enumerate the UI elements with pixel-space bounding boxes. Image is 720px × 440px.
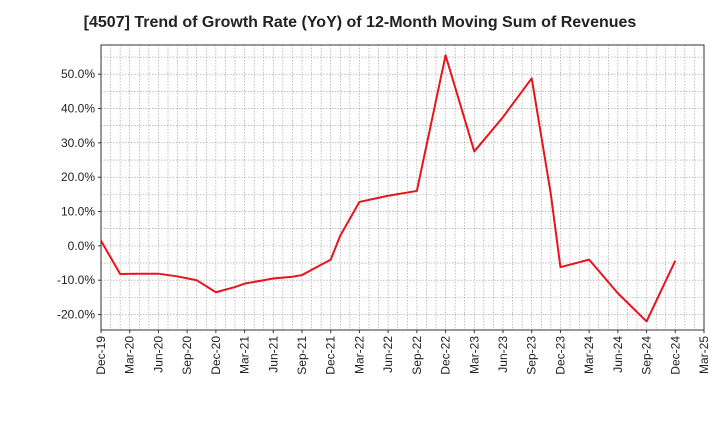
x-tick-label: Dec-22	[439, 336, 453, 375]
x-tick-label: Sep-22	[410, 336, 424, 375]
y-tick-label: 40.0%	[61, 102, 95, 116]
x-tick-label: Jun-22	[381, 336, 395, 373]
y-tick-label: -20.0%	[57, 308, 95, 322]
x-tick-label: Dec-21	[324, 336, 338, 375]
x-tick-label: Sep-24	[640, 336, 654, 375]
y-tick-label: 50.0%	[61, 67, 95, 81]
x-tick-label: Mar-24	[582, 336, 596, 374]
gridlines	[100, 45, 705, 330]
y-tick-label: 20.0%	[61, 170, 95, 184]
x-tick-label: Jun-21	[266, 336, 280, 373]
plot-area-border	[100, 44, 705, 331]
x-tick-label: Jun-24	[611, 336, 625, 373]
x-tick-label: Mar-23	[467, 336, 481, 374]
y-tick-label: 10.0%	[61, 205, 95, 219]
y-tick-label: 30.0%	[61, 136, 95, 150]
x-tick-label: Sep-21	[295, 336, 309, 375]
x-tick-label: Dec-19	[94, 336, 108, 375]
series-lines	[100, 54, 677, 323]
x-tick-label: Dec-23	[553, 336, 567, 375]
x-tick-label: Mar-22	[352, 336, 366, 374]
x-axis-tick-labels: Dec-19 Mar-20 Jun-20 Sep-20 Dec-20 Mar-21 Jun-…	[94, 330, 711, 375]
x-tick-label: Mar-20	[123, 336, 137, 374]
chart-title: [4507] Trend of Growth Rate (YoY) of 12-…	[83, 14, 637, 31]
series-line	[100, 54, 677, 323]
x-tick-label: Mar-21	[238, 336, 252, 374]
y-tick-label: 0.0%	[68, 239, 96, 253]
x-tick-label: Dec-20	[209, 336, 223, 375]
y-tick-label: -10.0%	[57, 273, 95, 287]
y-axis-tick-labels: 50.0% 40.0% 30.0% 20.0% 10.0% 0.0% -10.0% -20.0…	[57, 67, 101, 322]
x-tick-label: Mar-25	[697, 336, 711, 374]
x-tick-label: Sep-20	[180, 336, 194, 375]
x-tick-label: Jun-20	[151, 336, 165, 373]
x-tick-label: Sep-23	[525, 336, 539, 375]
x-tick-label: Dec-24	[668, 336, 682, 375]
x-tick-label: Jun-23	[496, 336, 510, 373]
